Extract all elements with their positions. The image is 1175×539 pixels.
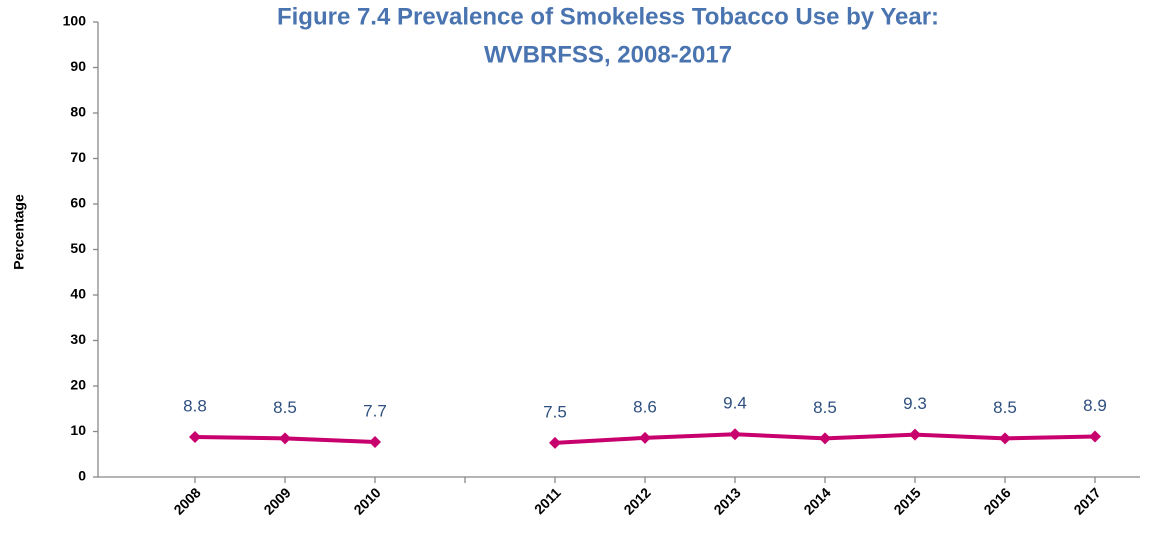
y-tick-label: 50 [70,240,86,256]
data-label: 8.5 [993,398,1017,417]
data-label: 7.7 [363,401,387,420]
marker [999,432,1011,445]
data-label: 8.5 [273,398,297,417]
x-tick-label: 2016 [980,484,1013,517]
y-tick-label: 40 [70,286,86,302]
y-tick-label: 90 [70,58,86,74]
data-label: 8.6 [633,397,657,416]
marker [1089,430,1101,443]
data-label: 9.3 [903,394,927,413]
chart-title: WVBRFSS, 2008-2017 [484,41,732,68]
x-tick-label: 2008 [170,484,203,517]
data-label: 7.5 [543,402,567,421]
y-tick-label: 60 [70,195,86,211]
x-tick-label: 2011 [531,484,564,517]
x-tick-label: 2015 [890,484,923,517]
y-axis-label: Percentage [11,194,27,270]
y-tick-label: 70 [70,149,86,165]
marker [729,428,741,441]
x-tick-label: 2014 [800,484,833,517]
x-tick-label: 2010 [350,484,383,517]
marker [819,432,831,445]
marker [369,435,381,448]
y-tick-label: 20 [70,377,86,393]
x-tick-label: 2017 [1070,484,1103,517]
y-tick-label: 100 [63,13,87,29]
data-label: 9.4 [723,394,747,413]
x-tick-label: 2013 [710,484,743,517]
marker [909,428,921,441]
x-tick-label: 2009 [260,484,293,517]
y-tick-label: 10 [70,422,86,438]
y-tick-label: 80 [70,104,86,120]
marker [639,431,651,444]
data-label: 8.9 [1083,396,1107,415]
data-label: 8.5 [813,398,837,417]
marker [189,430,201,443]
y-tick-label: 30 [70,331,86,347]
marker [549,436,561,449]
x-tick-label: 2012 [620,484,653,517]
y-tick-label: 0 [78,468,86,484]
data-label: 8.8 [183,396,207,415]
marker [279,432,291,445]
chart-title: Figure 7.4 Prevalence of Smokeless Tobac… [277,3,939,30]
